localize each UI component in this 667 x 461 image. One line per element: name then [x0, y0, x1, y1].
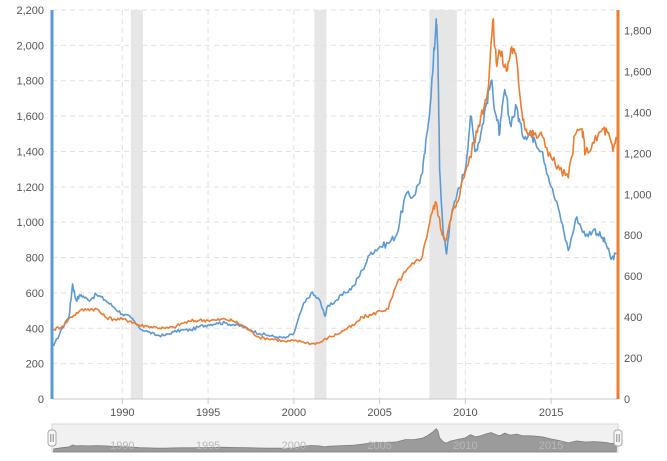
right-axis-tick-label: 1,200 — [624, 148, 652, 160]
right-axis-tick-label: 400 — [624, 312, 642, 324]
left-axis-tick-label: 2,000 — [16, 40, 44, 52]
navigator-tick-label: 2000 — [282, 440, 306, 452]
axes: 0 200 400 600 800 1,000 1,200 1,400 1,600 1,800 2,… — [16, 5, 651, 419]
x-axis-tick-label: 1990 — [110, 407, 134, 419]
left-axis-tick-label: 200 — [26, 359, 44, 371]
left-axis-tick-label: 1,600 — [16, 111, 44, 123]
navigator-tick-label: 2015 — [539, 440, 563, 452]
x-axis-tick-label: 1995 — [196, 407, 220, 419]
grid-lines — [52, 9, 618, 399]
left-axis-tick-label: 1,000 — [16, 217, 44, 229]
navigator-tick-label: 1995 — [196, 440, 220, 452]
left-axis-tick-label: 2,200 — [16, 5, 44, 17]
left-axis-tick-label: 1,800 — [16, 76, 44, 88]
recession-band — [314, 10, 327, 399]
series-line-right-axis — [53, 18, 618, 346]
right-axis-tick-label: 1,000 — [624, 189, 652, 201]
left-axis-tick-label: 0 — [38, 394, 44, 406]
navigator-tick-label: 2010 — [453, 440, 477, 452]
left-axis-tick-label: 800 — [26, 253, 44, 265]
left-axis-tick-label: 1,200 — [16, 182, 44, 194]
right-axis-tick-label: 600 — [624, 271, 642, 283]
right-axis-tick-label: 800 — [624, 230, 642, 242]
right-axis-tick-label: 200 — [624, 353, 642, 365]
navigator-tick-label: 1990 — [110, 440, 134, 452]
left-axis-tick-label: 600 — [26, 288, 44, 300]
right-axis-tick-label: 1,600 — [624, 66, 652, 78]
recession-band — [429, 10, 457, 399]
handle-grip[interactable] — [47, 429, 57, 447]
navigator-tick-label: 2005 — [367, 440, 391, 452]
recession-bands — [130, 10, 457, 399]
series-lines — [52, 18, 618, 347]
right-axis-tick-label: 1,800 — [624, 25, 652, 37]
x-axis-tick-label: 2015 — [539, 407, 563, 419]
x-axis-tick-label: 2000 — [282, 407, 306, 419]
x-axis-tick-label: 2010 — [453, 407, 477, 419]
left-axis-tick-label: 400 — [26, 323, 44, 335]
navigator-area — [53, 428, 617, 453]
series-line-left-axis — [52, 18, 617, 347]
right-axis-tick-label: 1,400 — [624, 107, 652, 119]
navigator-left-handle[interactable] — [47, 429, 57, 447]
range-navigator[interactable]: 1990 1995 2000 2005 2010 2015 — [47, 423, 623, 453]
navigator-right-handle[interactable] — [613, 429, 623, 447]
recession-band — [130, 10, 143, 399]
x-axis-tick-label: 2005 — [367, 407, 391, 419]
right-axis-tick-label: 0 — [624, 394, 630, 406]
handle-grip[interactable] — [613, 429, 623, 447]
left-axis-tick-label: 1,400 — [16, 146, 44, 158]
